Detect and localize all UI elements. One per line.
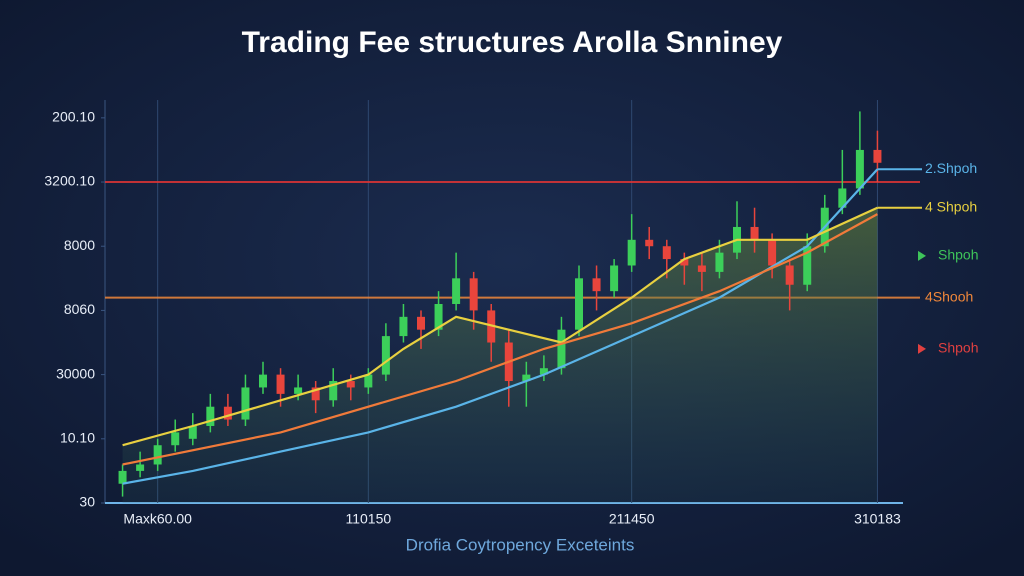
candle-body — [592, 278, 601, 292]
candle-body — [153, 445, 162, 465]
candle-body — [627, 239, 636, 266]
series-line — [122, 206, 878, 447]
x-tick-label: 110150 — [345, 511, 391, 527]
candle-body — [680, 259, 689, 266]
y-tick-label: 3200.10 — [44, 173, 95, 189]
candle-body — [223, 406, 232, 420]
line-label: 4Shooh — [925, 288, 973, 304]
y-tick-label: 8000 — [64, 237, 95, 253]
candle-body — [417, 316, 425, 330]
y-tick-label: 30 — [79, 494, 95, 510]
candle-body — [697, 265, 706, 272]
candle-body — [259, 374, 267, 388]
candle-body — [118, 470, 127, 484]
candle-body — [785, 265, 794, 285]
x-axis-label: Drofia Coytropency Exceteints — [406, 535, 635, 554]
candle-body — [575, 278, 583, 330]
x-tick-label: Maxk60.00 — [123, 511, 192, 527]
label-arrow — [918, 343, 926, 354]
candle-body — [873, 149, 882, 163]
candle-body — [346, 381, 355, 388]
candle-body — [381, 336, 390, 375]
candle-body — [662, 246, 671, 260]
candle-body — [803, 246, 812, 285]
x-tick-label: 310183 — [854, 511, 901, 527]
label-arrow — [918, 250, 926, 261]
y-tick-label: 10.10 — [60, 430, 95, 446]
chart-title: Trading Fee structures Arolla Snniney — [242, 26, 783, 59]
series-line — [122, 213, 878, 466]
x-tick-label: 211450 — [609, 511, 655, 527]
candle-body — [715, 252, 724, 272]
candle-body — [311, 387, 320, 401]
candle-body — [329, 381, 338, 401]
candle-body — [399, 316, 408, 337]
y-tick-label: 8060 — [64, 301, 95, 317]
y-tick-label: 200.10 — [52, 109, 95, 125]
side-label: Shpoh — [938, 247, 978, 263]
candle-body — [294, 387, 303, 394]
candle-body — [171, 432, 180, 446]
candle-body — [750, 226, 759, 240]
candle-body — [855, 149, 864, 189]
side-label: Shpoh — [938, 340, 978, 356]
candle-body — [557, 329, 566, 369]
candle-body — [188, 425, 197, 439]
candle-body — [434, 304, 443, 330]
candle-body — [206, 406, 215, 426]
candle-body — [768, 239, 777, 266]
line-label: 4 Shpoh — [925, 198, 977, 214]
candle-body — [469, 278, 478, 311]
candle-body — [522, 374, 531, 382]
candle-body — [610, 265, 619, 292]
candle-body — [136, 464, 145, 471]
candle-body — [452, 278, 461, 304]
candle-body — [276, 374, 285, 394]
candle-body — [364, 374, 373, 388]
candle-body — [645, 239, 654, 247]
y-tick-label: 30000 — [56, 365, 95, 381]
candle-body — [241, 387, 250, 420]
candle-body — [539, 368, 548, 375]
candle-body — [838, 188, 847, 208]
line-label: 2.Shpoh — [925, 160, 977, 176]
area — [122, 207, 878, 503]
